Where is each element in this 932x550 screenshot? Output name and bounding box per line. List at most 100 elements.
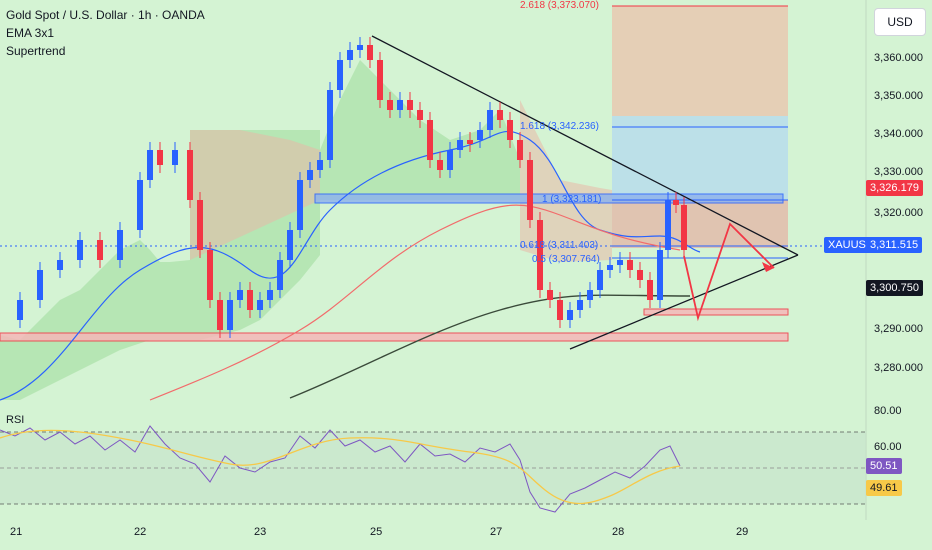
support-band — [0, 332, 789, 342]
candle-body — [147, 150, 153, 180]
candle-body — [417, 110, 423, 120]
rsi-value-tag: 50.51 — [866, 458, 902, 474]
candle-body — [547, 290, 553, 300]
candle-body — [237, 290, 243, 300]
candle-body — [267, 290, 273, 300]
price-tick: 3,290.000 — [874, 323, 923, 335]
candle-body — [157, 150, 163, 165]
legend: Gold Spot / U.S. Dollar · 1h · OANDA EMA… — [6, 6, 205, 60]
candle-body — [397, 100, 403, 110]
rsi-tick: 80.00 — [874, 405, 902, 417]
candle-body — [647, 280, 653, 300]
candle-body — [227, 300, 233, 330]
candle-body — [487, 110, 493, 130]
fib-zone-lower — [612, 200, 788, 248]
candle-body — [567, 310, 573, 320]
candle-body — [457, 140, 463, 150]
support-band-2 — [643, 308, 789, 316]
candle-body — [617, 260, 623, 265]
candle-body — [557, 300, 563, 320]
last-price-tag: 3,311.515 — [866, 237, 923, 253]
time-tick: 27 — [490, 526, 503, 538]
candle-body — [527, 160, 533, 220]
candle-body — [627, 260, 633, 270]
rsi-title[interactable]: RSI — [6, 414, 25, 426]
candle-body — [507, 120, 513, 140]
candle-body — [247, 290, 253, 310]
time-tick: 21 — [10, 526, 23, 538]
price-tick: 3,280.000 — [874, 362, 923, 374]
fib-label-0618: 0.618 (3,311.403) — [520, 240, 599, 251]
candle-body — [217, 300, 223, 330]
candle-body — [407, 100, 413, 110]
projection-path — [683, 222, 775, 322]
candle-body — [347, 50, 353, 60]
candle-body — [17, 300, 23, 320]
candle-body — [367, 45, 373, 60]
resistance-band — [314, 193, 784, 204]
candle-body — [57, 260, 63, 270]
candle-body — [197, 200, 203, 250]
candle-body — [77, 240, 83, 260]
supertrend-bear-fill — [190, 130, 320, 260]
time-tick: 28 — [612, 526, 625, 538]
rsi-tick: 60.00 — [874, 441, 902, 453]
support-price-tag: 3,300.750 — [866, 280, 923, 296]
projection-arrow — [762, 262, 774, 272]
candle-body — [477, 130, 483, 140]
candle-body — [427, 120, 433, 160]
candle-body — [681, 205, 687, 250]
rsi-ma-value-tag: 49.61 — [866, 480, 902, 496]
candle-body — [287, 230, 293, 260]
currency-button[interactable]: USD — [874, 8, 926, 36]
time-tick: 22 — [134, 526, 147, 538]
triangle-upper-line — [371, 35, 799, 256]
ema-line — [0, 130, 701, 401]
symbol-tag[interactable]: XAUUSD — [824, 237, 878, 253]
time-tick: 23 — [254, 526, 267, 538]
candle-body — [117, 230, 123, 260]
candle-body — [137, 180, 143, 230]
fib-zone-mid — [612, 116, 788, 200]
candle-body — [387, 100, 393, 110]
candle-body — [637, 270, 643, 280]
candle-body — [437, 160, 443, 170]
supertrend-indicator-label[interactable]: Supertrend — [6, 44, 66, 58]
fib-label-1: 1 (3,323.181) — [542, 194, 602, 205]
candle-body — [207, 250, 213, 300]
candle-body — [377, 60, 383, 100]
candle-body — [447, 150, 453, 170]
triangle-lower-line — [569, 254, 799, 350]
candle-body — [337, 60, 343, 90]
price-tick: 3,350.000 — [874, 90, 923, 102]
supertrend-bull-fill-2 — [320, 60, 520, 200]
symbol-title[interactable]: Gold Spot / U.S. Dollar · 1h · OANDA — [6, 8, 205, 22]
candle-body — [277, 260, 283, 290]
candle-body — [317, 160, 323, 170]
ma-line-red — [149, 204, 681, 401]
candle-body — [467, 140, 473, 144]
candles — [17, 37, 687, 338]
candle-body — [297, 180, 303, 230]
candle-body — [497, 110, 503, 120]
candle-body — [517, 140, 523, 160]
candle-body — [327, 90, 333, 160]
candle-body — [657, 250, 663, 300]
price-tick: 3,360.000 — [874, 52, 923, 64]
candle-body — [97, 240, 103, 260]
resistance-price-tag: 3,326.179 — [866, 180, 923, 196]
candle-body — [597, 270, 603, 290]
time-tick: 29 — [736, 526, 749, 538]
candle-body — [172, 150, 178, 165]
ema-indicator-label[interactable]: EMA 3x1 — [6, 26, 55, 40]
price-tick: 3,320.000 — [874, 207, 923, 219]
price-tick: 3,330.000 — [874, 166, 923, 178]
ma-line-dark — [289, 294, 691, 399]
candle-body — [307, 170, 313, 180]
candle-body — [673, 200, 679, 205]
candle-body — [607, 265, 613, 270]
candle-body — [665, 200, 671, 250]
candle-body — [257, 300, 263, 310]
candle-body — [37, 270, 43, 300]
